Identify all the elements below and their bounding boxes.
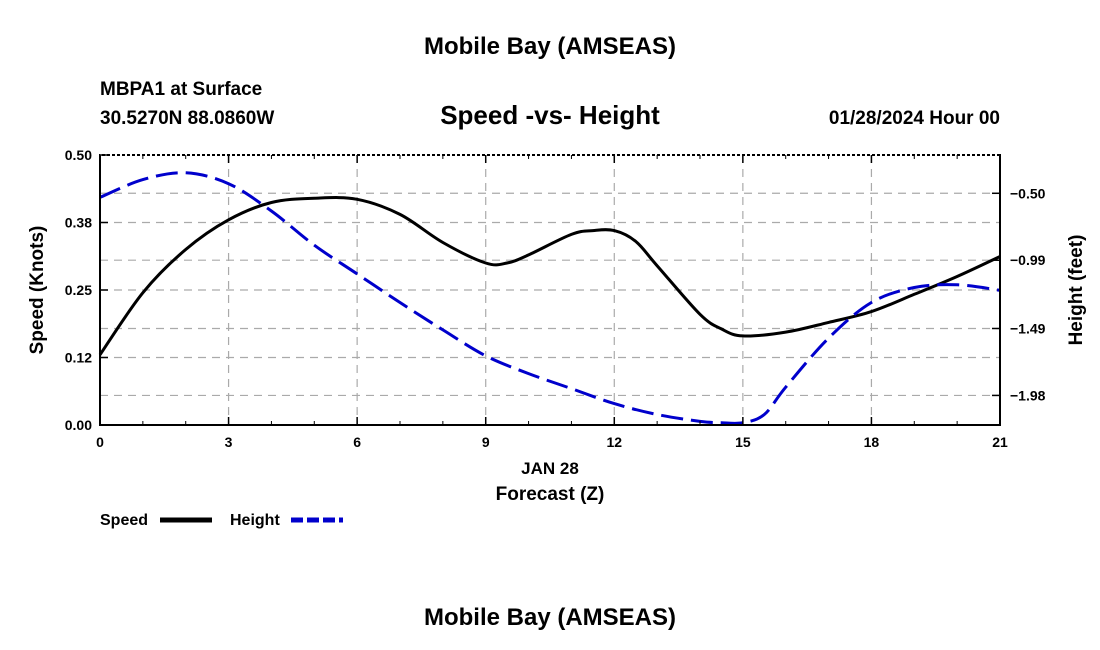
axis-ticks: 0 3 6 9 12 15 18 21 0.00 0.12 0.25 0.38 0.50 −0.50 −0.… xyxy=(65,147,1046,450)
chart-title: Speed -vs- Height xyxy=(440,100,660,130)
x-tick-label: 0 xyxy=(96,434,104,450)
x-tick-label: 12 xyxy=(606,434,622,450)
y2-tick-label: −1.49 xyxy=(1010,320,1046,336)
y2-axis-label: Height (feet) xyxy=(1066,235,1087,346)
x-date-label: JAN 28 xyxy=(521,459,579,478)
forecast-date: 01/28/2024 Hour 00 xyxy=(829,108,1000,129)
legend-speed-label: Speed xyxy=(100,512,148,529)
y-tick-label: 0.38 xyxy=(65,215,92,231)
x-tick-label: 18 xyxy=(864,434,880,450)
x-tick-label: 9 xyxy=(482,434,490,450)
x-tick-label: 21 xyxy=(992,434,1008,450)
series-lines xyxy=(98,171,1001,425)
x-axis-label: Forecast (Z) xyxy=(496,484,605,505)
legend: Speed Height xyxy=(100,512,343,529)
grid-lines xyxy=(100,155,1000,425)
y-tick-label: 0.12 xyxy=(65,350,92,366)
y2-tick-label: −0.50 xyxy=(1010,185,1046,201)
footer-title: Mobile Bay (AMSEAS) xyxy=(424,604,676,631)
x-tick-label: 6 xyxy=(353,434,361,450)
series-line-speed xyxy=(98,196,1001,356)
series-line-height xyxy=(99,171,1001,425)
chart-header-title: Mobile Bay (AMSEAS) xyxy=(424,33,676,60)
station-coordinates: 30.5270N 88.0860W xyxy=(100,108,274,129)
y2-tick-label: −1.98 xyxy=(1010,387,1046,403)
y-axis-label: Speed (Knots) xyxy=(27,226,48,355)
station-label: MBPA1 at Surface xyxy=(100,79,262,100)
y-tick-label: 0.25 xyxy=(65,282,92,298)
legend-height-label: Height xyxy=(230,512,280,529)
y-tick-label: 0.50 xyxy=(65,147,92,163)
y-tick-label: 0.00 xyxy=(65,417,92,433)
x-tick-label: 15 xyxy=(735,434,751,450)
x-tick-label: 3 xyxy=(225,434,233,450)
y2-tick-label: −0.99 xyxy=(1010,252,1046,268)
